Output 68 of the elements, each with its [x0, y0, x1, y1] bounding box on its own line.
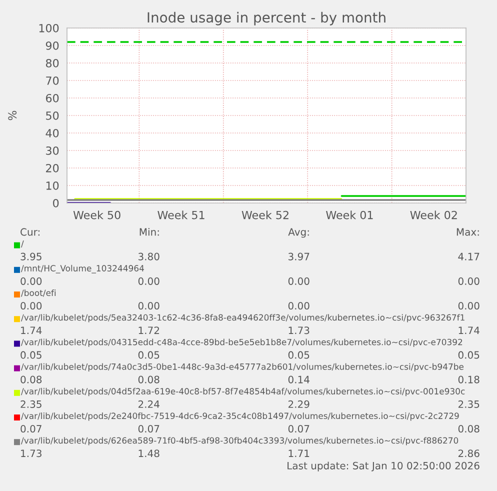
text: 2.29	[288, 400, 310, 408]
text: 0.00	[458, 302, 480, 310]
y-tick-label: 80	[46, 58, 59, 68]
legend-label: /var/lib/kubelet/pods/2e240fbc-7519-4dc6-9ca2-35c4c08b1497/volumes/kubernetes.io~csi/pvc-2c2729	[21, 412, 459, 421]
text: 2.35	[20, 400, 42, 408]
y-tick-label: 40	[46, 128, 59, 138]
text: Cur:	[20, 228, 40, 236]
legend-label: /var/lib/kubelet/pods/5ea32403-1c62-4c36-8fa8-ea494620ff3e/volumes/kubernetes.io~csi/pvc-963267f1	[21, 314, 464, 322]
text: 1.48	[138, 450, 160, 458]
legend-label: /var/lib/kubelet/pods/626ea589-71f0-4bf5-af98-30fb404c3393/volumes/kubernetes.io~csi/pvc-f886270	[21, 437, 458, 446]
text: 0.00	[458, 277, 480, 285]
x-tick-label: Week 51	[158, 210, 204, 220]
text: Last update: Sat Jan 10 02:50:00 2026	[288, 462, 480, 472]
text: Min:	[140, 228, 159, 236]
text: 0.05	[288, 351, 310, 359]
chart-title: Inode usage in percent - by month	[148, 12, 386, 26]
y-tick-label: 50	[46, 111, 59, 120]
text: 1.71	[288, 450, 310, 457]
text: 1.73	[21, 450, 42, 458]
y-tick-label: 70	[46, 76, 59, 85]
text: 0.05	[20, 351, 42, 359]
text: Avg:	[288, 228, 309, 238]
x-tick-label: Week 50	[73, 210, 120, 220]
text: 0.08	[20, 376, 42, 384]
y-tick-label: 60	[46, 94, 59, 102]
text: 1.74	[21, 326, 42, 334]
y-tick-label: 0	[53, 198, 59, 208]
legend-label: /var/lib/kubelet/pods/74a0c3d5-0be1-448c-9a3d-e45777a2b601/volumes/kubernetes.io~csi/pvc-b947be	[21, 363, 464, 372]
y-tick-label: 90	[46, 41, 59, 50]
legend-label: /var/lib/kubelet/pods/04d5f2aa-619e-40c8-bf57-8f7e4854b4af/volumes/kubernetes.io~csi/pvc-001e930c	[21, 388, 465, 396]
text: 0.05	[138, 351, 160, 359]
text: 0.05	[458, 351, 480, 359]
text: 4.17	[458, 252, 480, 260]
text: 0.14	[288, 376, 310, 384]
y-tick-label: 10	[46, 181, 59, 190]
text: Max:	[456, 228, 479, 236]
text: 0.00	[138, 302, 160, 310]
text: 2.35	[458, 400, 480, 408]
text: 0.00	[20, 302, 42, 310]
x-tick-label: Week 01	[326, 210, 373, 220]
legend-label: /mnt/HC_Volume_103244964	[21, 264, 144, 274]
text: 2.24	[138, 400, 160, 408]
y-tick-label: 30	[46, 146, 59, 155]
text: 2.86	[458, 450, 480, 458]
text: 0.07	[20, 424, 42, 433]
text: 0.07	[138, 424, 160, 433]
text: 0.08	[138, 376, 160, 384]
y-tick-label: 100	[39, 24, 59, 32]
text: 0.07	[288, 424, 310, 433]
text: 0.00	[288, 302, 310, 310]
text: 0.08	[458, 424, 480, 433]
text: 1.74	[458, 326, 480, 334]
text: 0.18	[458, 376, 480, 384]
text: 1.73	[288, 326, 310, 334]
legend-label: /boot/efi	[21, 290, 56, 297]
text: 0.00	[288, 277, 310, 285]
legend-label: /	[21, 240, 24, 248]
legend-label: /var/lib/kubelet/pods/04315edd-c48a-4cce-89bd-be5e5eb1b8e7/volumes/kubernetes.io~csi/pvc-e70392	[21, 338, 462, 347]
text: 0.00	[20, 277, 42, 285]
text: 1.72	[138, 326, 159, 334]
y-tick-label: 20	[46, 164, 59, 172]
text: 3.97	[288, 252, 310, 260]
text: 0.00	[138, 277, 160, 285]
x-tick-label: Week 52	[242, 210, 288, 220]
y-axis-title: %	[8, 110, 17, 120]
text: 3.95	[20, 252, 42, 260]
x-tick-label: Week 02	[410, 210, 457, 220]
text: 3.80	[138, 252, 160, 260]
